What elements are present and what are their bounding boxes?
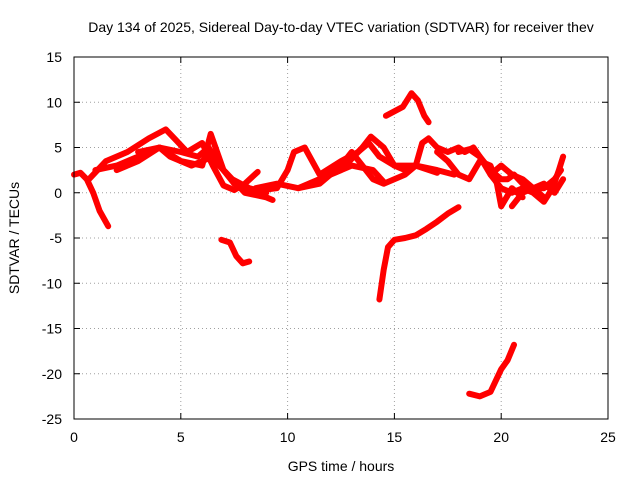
series-arc-11 [455, 146, 567, 205]
y-tick-label: -25 [42, 411, 62, 427]
y-tick-label: 15 [46, 49, 62, 65]
y-tick-label: 10 [46, 94, 62, 110]
series-arc-1 [71, 169, 112, 230]
series-arc-17 [466, 341, 517, 400]
series-arc-4 [113, 130, 276, 203]
y-tick-label: -5 [50, 230, 63, 246]
x-tick-label: 10 [280, 429, 296, 445]
series-layer [71, 90, 567, 400]
series-arc-8 [306, 162, 387, 187]
series-arc-14 [218, 236, 253, 267]
x-tick-label: 0 [70, 429, 78, 445]
series-arc-15 [376, 204, 462, 303]
tick-layer: 0 5 10 15 20 25 -25 -20 -15 -10 -5 0 5 10 15 [42, 49, 616, 445]
y-tick-label: -20 [42, 366, 62, 382]
y-tick-label: 5 [54, 140, 62, 156]
series-arc-12 [487, 162, 564, 192]
series-arc-5 [135, 140, 441, 194]
chart-title: Day 134 of 2025, Sidereal Day-to-day VTE… [88, 19, 594, 35]
y-tick-label: -15 [42, 321, 62, 337]
x-tick-label: 15 [387, 429, 403, 445]
y-tick-label: 0 [54, 185, 62, 201]
x-tick-label: 20 [493, 429, 509, 445]
y-tick-label: -10 [42, 275, 62, 291]
x-tick-label: 25 [600, 429, 616, 445]
x-tick-label: 5 [177, 429, 185, 445]
series-arc-13 [508, 176, 567, 210]
series-arc-16 [382, 90, 432, 126]
y-axis-label: SDTVAR / TECUs [6, 182, 22, 294]
grid-lines [74, 57, 608, 419]
x-axis-label: GPS time / hours [288, 458, 395, 474]
